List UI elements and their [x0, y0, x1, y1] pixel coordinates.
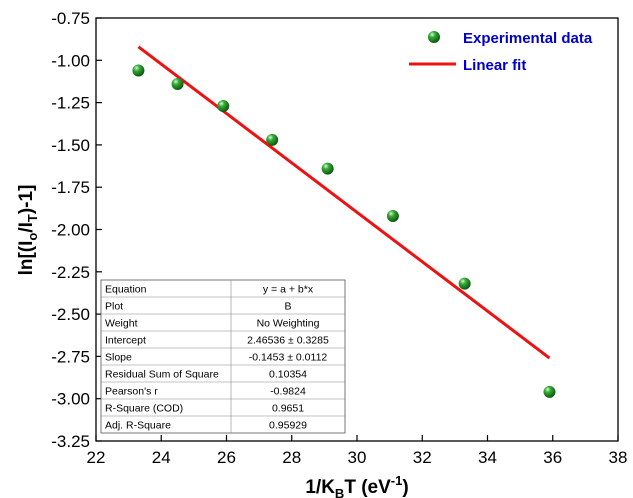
fit-table-value: B: [284, 301, 291, 313]
y-tick-label: -3.00: [51, 390, 90, 409]
x-tick-label: 30: [348, 448, 367, 467]
data-point: [171, 77, 184, 90]
data-points: [132, 64, 556, 398]
fit-table-param: Equation: [105, 284, 147, 296]
x-tick-label: 26: [217, 448, 236, 467]
x-tick-label: 32: [413, 448, 432, 467]
fit-table-value: y = a + b*x: [263, 284, 314, 296]
y-tick-label: -2.75: [51, 347, 90, 366]
y-tick-label: -2.50: [51, 305, 90, 324]
fit-table-param: R-Square (COD): [105, 403, 183, 415]
legend-label-experimental: Experimental data: [463, 30, 593, 47]
legend-marker-experimental: [428, 31, 440, 43]
y-tick-label: -1.00: [51, 51, 90, 70]
data-point: [543, 385, 556, 398]
y-tick-label: -1.25: [51, 94, 90, 113]
fit-table-param: Pearson's r: [105, 386, 158, 398]
fit-table-frame: [100, 279, 346, 434]
fit-table-value: 0.10354: [269, 369, 307, 381]
x-tick-label: 24: [152, 448, 171, 467]
y-tick-label: -2.25: [51, 263, 90, 282]
fit-table-value: -0.1453 ± 0.0112: [249, 352, 328, 364]
data-point: [217, 99, 230, 112]
x-tick-label: 36: [543, 448, 562, 467]
y-axis-ticks: -0.75 -1.00 -1.25 -1.50 -1.75 -2.00 -2.25 -2.50…: [51, 9, 102, 451]
y-tick-label: -3.25: [51, 432, 90, 451]
x-axis-ticks: 22 24 26 28 30 32 34 36 38: [87, 435, 628, 467]
data-point: [386, 209, 399, 222]
fit-table-value: 2.46536 ± 0.3285: [247, 335, 329, 347]
x-tick-label: 38: [609, 448, 628, 467]
fit-table-value: -0.9824: [270, 386, 306, 398]
data-point: [132, 64, 145, 77]
legend-label-fit: Linear fit: [463, 57, 526, 74]
y-tick-label: -1.50: [51, 136, 90, 155]
fit-table-param: Intercept: [105, 335, 146, 347]
fit-table-param: Slope: [105, 352, 132, 364]
fit-table-value: No Weighting: [257, 318, 320, 330]
x-tick-label: 22: [87, 448, 106, 467]
fit-table-param: Adj. R-Square: [105, 420, 171, 432]
x-tick-label: 34: [478, 448, 497, 467]
fit-table-value: 0.95929: [269, 420, 307, 432]
x-tick-label: 28: [282, 448, 301, 467]
x-axis-title: 1/KBT (eV-1): [305, 473, 408, 498]
fit-table-param: Weight: [105, 318, 138, 330]
y-tick-label: -2.00: [51, 221, 90, 240]
legend: Experimental data Linear fit: [409, 30, 593, 74]
fit-line-layer: [137, 45, 551, 360]
data-point: [266, 133, 279, 146]
fit-table-param: Residual Sum of Square: [105, 369, 219, 381]
fit-line: [137, 45, 551, 360]
y-tick-label: -1.75: [51, 178, 90, 197]
fit-parameter-table: Equation y = a + b*x Plot B Weight No Weighti…: [100, 279, 346, 434]
data-point: [321, 162, 334, 175]
data-point: [458, 277, 471, 290]
fit-table-param: Plot: [105, 301, 123, 313]
fit-table-value: 0.9651: [272, 403, 304, 415]
y-axis-title: ln[(Io/IT)-1]: [16, 185, 40, 276]
y-tick-label: -0.75: [51, 9, 90, 28]
